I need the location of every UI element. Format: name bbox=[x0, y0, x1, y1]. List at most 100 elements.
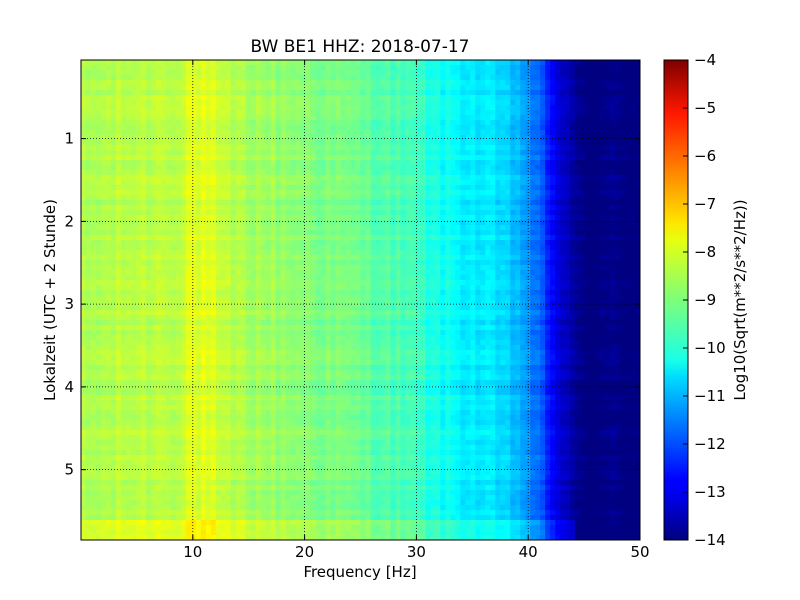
heatmap-cell bbox=[435, 165, 441, 171]
heatmap-cell bbox=[160, 110, 167, 116]
heatmap-cell bbox=[240, 270, 247, 276]
heatmap-cell bbox=[445, 220, 451, 226]
heatmap-cell bbox=[150, 140, 157, 146]
heatmap-cell bbox=[365, 250, 371, 256]
heatmap-cell bbox=[255, 200, 262, 206]
heatmap-cell bbox=[215, 275, 222, 281]
heatmap-cell bbox=[280, 110, 287, 116]
heatmap-cell bbox=[555, 160, 561, 166]
heatmap-cell bbox=[345, 180, 351, 186]
heatmap-cell bbox=[425, 170, 431, 176]
heatmap-cell bbox=[545, 220, 551, 226]
heatmap-cell bbox=[195, 145, 202, 151]
heatmap-cell bbox=[605, 265, 611, 271]
heatmap-cell bbox=[95, 60, 102, 66]
heatmap-cell bbox=[250, 225, 257, 231]
heatmap-cell bbox=[390, 185, 396, 191]
heatmap-cell bbox=[635, 110, 640, 116]
heatmap-cell bbox=[345, 110, 351, 116]
heatmap-cell bbox=[470, 270, 476, 276]
heatmap-cell bbox=[565, 160, 571, 166]
heatmap-cell bbox=[95, 150, 102, 156]
heatmap-cell bbox=[355, 255, 361, 261]
heatmap-cell bbox=[635, 180, 640, 186]
heatmap-cell bbox=[330, 85, 336, 91]
heatmap-cell bbox=[535, 235, 541, 241]
heatmap-cell bbox=[440, 90, 446, 96]
heatmap-cell bbox=[495, 245, 501, 251]
heatmap-cell bbox=[425, 60, 431, 66]
heatmap-cell bbox=[170, 175, 177, 181]
heatmap-cell bbox=[560, 225, 566, 231]
heatmap-cell bbox=[585, 130, 591, 136]
heatmap-cell bbox=[335, 160, 341, 166]
heatmap-cell bbox=[195, 65, 202, 71]
heatmap-cell bbox=[120, 145, 127, 151]
heatmap-cell bbox=[505, 265, 511, 271]
heatmap-cell bbox=[155, 200, 162, 206]
heatmap-cell bbox=[290, 245, 297, 251]
heatmap-cell bbox=[460, 270, 466, 276]
heatmap-cell bbox=[565, 220, 571, 226]
heatmap-cell bbox=[465, 60, 471, 66]
heatmap-cell bbox=[375, 185, 381, 191]
heatmap-cell bbox=[485, 90, 491, 96]
heatmap-cell bbox=[440, 210, 446, 216]
heatmap-cell bbox=[400, 275, 406, 281]
heatmap-cell bbox=[215, 75, 222, 81]
heatmap-cell bbox=[120, 180, 127, 186]
heatmap-cell bbox=[510, 170, 516, 176]
heatmap-cell bbox=[530, 120, 536, 126]
heatmap-cell bbox=[205, 250, 212, 256]
heatmap-cell bbox=[365, 60, 371, 66]
heatmap-cell bbox=[505, 150, 511, 156]
heatmap-cell bbox=[360, 150, 366, 156]
heatmap-cell bbox=[145, 125, 152, 131]
heatmap-cell bbox=[270, 125, 277, 131]
heatmap-cell bbox=[500, 275, 506, 281]
heatmap-cell bbox=[540, 135, 546, 141]
heatmap-cell bbox=[150, 170, 157, 176]
heatmap-cell bbox=[185, 270, 192, 276]
heatmap-cell bbox=[130, 135, 137, 141]
heatmap-cell bbox=[265, 105, 272, 111]
heatmap-cell bbox=[315, 270, 321, 276]
heatmap-cell bbox=[445, 240, 451, 246]
heatmap-cell bbox=[515, 90, 521, 96]
heatmap-cell bbox=[485, 260, 491, 266]
heatmap-cell bbox=[505, 220, 511, 226]
heatmap-cell bbox=[81, 225, 87, 231]
heatmap-cell bbox=[455, 275, 461, 281]
heatmap-cell bbox=[495, 125, 501, 131]
heatmap-cell bbox=[470, 230, 476, 236]
heatmap-cell bbox=[195, 155, 202, 161]
heatmap-cell bbox=[155, 150, 162, 156]
heatmap-cell bbox=[510, 250, 516, 256]
heatmap-cell bbox=[440, 175, 446, 181]
heatmap-cell bbox=[415, 120, 421, 126]
heatmap-cell bbox=[155, 210, 162, 216]
heatmap-cell bbox=[280, 275, 287, 281]
heatmap-cell bbox=[285, 65, 292, 71]
heatmap-cell bbox=[215, 245, 222, 251]
heatmap-cell bbox=[335, 275, 341, 281]
heatmap-cell bbox=[265, 85, 272, 91]
heatmap-cell bbox=[485, 155, 491, 161]
heatmap-cell bbox=[400, 80, 406, 86]
heatmap-cell bbox=[465, 135, 471, 141]
heatmap-cell bbox=[180, 135, 187, 141]
heatmap-cell bbox=[505, 275, 511, 281]
heatmap-cell bbox=[340, 85, 346, 91]
heatmap-cell bbox=[230, 85, 237, 91]
heatmap-cell bbox=[465, 195, 471, 201]
heatmap-cell bbox=[95, 165, 102, 171]
heatmap-cell bbox=[255, 150, 262, 156]
heatmap-cell bbox=[125, 110, 132, 116]
heatmap-cell bbox=[565, 175, 571, 181]
heatmap-cell bbox=[185, 170, 192, 176]
heatmap-cell bbox=[365, 170, 371, 176]
heatmap-cell bbox=[465, 235, 471, 241]
heatmap-cell bbox=[195, 130, 202, 136]
heatmap-cell bbox=[375, 90, 381, 96]
heatmap-cell bbox=[305, 260, 311, 266]
